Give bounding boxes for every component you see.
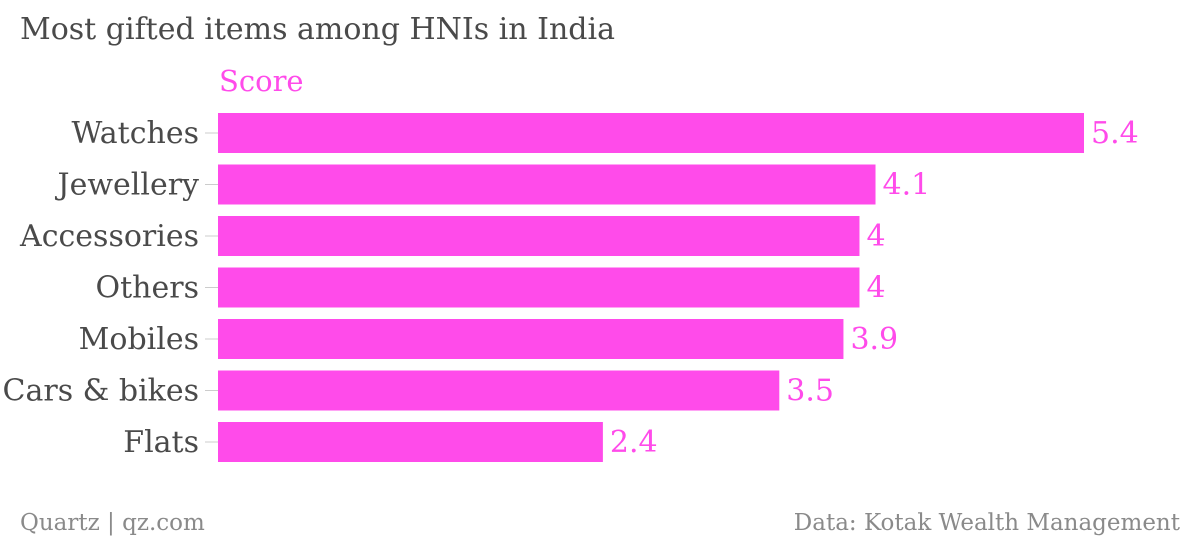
bar-watches bbox=[218, 113, 1084, 153]
bar-others bbox=[218, 267, 860, 308]
data-label: 4.1 bbox=[883, 168, 931, 203]
bar-accessories bbox=[218, 216, 860, 256]
series-label: Score bbox=[219, 64, 304, 98]
bar-cars-bikes bbox=[218, 370, 780, 411]
source-credit: Quartz | qz.com bbox=[20, 510, 205, 536]
data-label: 3.5 bbox=[786, 374, 834, 409]
data-label: 4 bbox=[866, 219, 885, 254]
category-label: Watches bbox=[72, 116, 199, 151]
data-label: 5.4 bbox=[1091, 116, 1139, 151]
data-label: 2.4 bbox=[610, 425, 658, 460]
data-label: 4 bbox=[866, 271, 885, 306]
category-label: Mobiles bbox=[79, 322, 199, 357]
category-label: Others bbox=[96, 271, 199, 306]
category-label: Jewellery bbox=[55, 168, 199, 203]
chart-title: Most gifted items among HNIs in India bbox=[20, 12, 615, 47]
bar-flats bbox=[218, 422, 603, 462]
category-label: Cars & bikes bbox=[3, 374, 199, 409]
data-label: 3.9 bbox=[850, 322, 898, 357]
category-label: Flats bbox=[123, 425, 199, 460]
category-label: Accessories bbox=[19, 219, 199, 254]
bar-mobiles bbox=[218, 319, 844, 359]
data-source: Data: Kotak Wealth Management bbox=[793, 510, 1180, 536]
bar-jewellery bbox=[218, 164, 876, 205]
